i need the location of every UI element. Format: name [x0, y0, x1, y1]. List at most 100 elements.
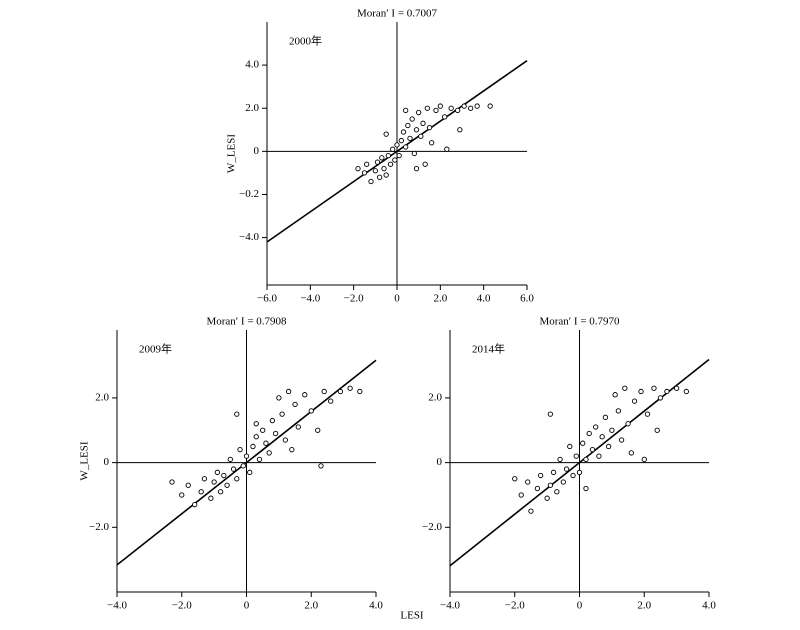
point [240, 463, 246, 469]
point [379, 155, 385, 161]
point [638, 388, 644, 395]
point [625, 421, 631, 427]
x-axis-label: LESI [400, 610, 424, 622]
point [217, 489, 224, 495]
x-tick-label: 6.0 [520, 293, 534, 305]
point [573, 453, 579, 459]
point [413, 127, 420, 133]
y-tick-label: 4.0 [245, 59, 259, 71]
point [272, 430, 279, 437]
point [398, 137, 404, 144]
y-tick-label: −4.0 [239, 231, 259, 243]
point [234, 476, 240, 482]
point [266, 450, 272, 456]
y-tick-label: 0 [437, 456, 443, 468]
x-tick-label: −4.0 [300, 293, 320, 305]
point [580, 440, 586, 446]
point [392, 157, 398, 163]
point [185, 482, 191, 488]
point [433, 107, 439, 114]
x-tick-label: −2.0 [505, 600, 525, 612]
point [512, 476, 518, 482]
x-tick-label: −6.0 [257, 293, 277, 305]
point [654, 427, 660, 433]
x-tick-label: 2.0 [433, 293, 447, 305]
point [474, 103, 480, 109]
point [544, 495, 550, 501]
point [622, 385, 628, 391]
point [315, 427, 321, 433]
point [644, 411, 651, 417]
point [357, 388, 363, 395]
panel: −4.0 −2.0 0 2.0 4.0 2.0 0 −2.0 Moran′ I = 0.7970… [422, 316, 716, 612]
point [247, 469, 253, 475]
point [557, 456, 563, 463]
point [381, 165, 387, 172]
point [457, 127, 463, 133]
panel-label: 2014年 [472, 342, 505, 356]
trend-line [266, 60, 528, 243]
point [628, 450, 634, 456]
point [337, 388, 344, 395]
point [448, 105, 454, 111]
point [374, 159, 381, 165]
point [211, 479, 217, 485]
point [547, 482, 554, 488]
panel-label: 2009年 [139, 342, 172, 356]
x-tick-label: −2.0 [344, 293, 364, 305]
point [253, 434, 259, 440]
panel-title: Moran′ I = 0.7007 [357, 8, 438, 20]
point [256, 456, 263, 463]
point [302, 392, 308, 398]
point [612, 392, 618, 398]
point [518, 492, 524, 498]
point [461, 103, 467, 109]
point [179, 492, 185, 498]
point [411, 150, 417, 157]
point [528, 508, 534, 514]
point [192, 502, 198, 508]
point [589, 447, 596, 453]
x-tick-label: 2.0 [637, 600, 651, 612]
point [602, 414, 609, 420]
point [586, 430, 592, 437]
point [651, 385, 657, 391]
point [377, 174, 383, 180]
panel: −6.0 −4.0 −2.0 0 2.0 4.0 6.0 4.0 2.0 0 −0.2 −4.0 Mor… [226, 8, 535, 305]
point [243, 453, 250, 459]
y-tick-label: −2.0 [89, 521, 109, 533]
point [396, 153, 402, 159]
point [263, 440, 269, 446]
point [269, 417, 276, 424]
point [599, 434, 605, 440]
x-tick-label: 0 [394, 293, 400, 305]
point [416, 109, 422, 116]
y-tick-label: 0 [254, 145, 260, 157]
point [260, 427, 266, 433]
y-tick-label: 0 [104, 456, 110, 468]
point [420, 120, 426, 126]
point [407, 135, 413, 142]
point [468, 105, 474, 111]
point [403, 144, 409, 150]
x-tick-label: −4.0 [107, 600, 127, 612]
panel-title: Moran′ I = 0.7970 [539, 316, 620, 328]
point [250, 443, 256, 450]
point [390, 146, 396, 152]
point [383, 131, 389, 137]
point [657, 395, 664, 401]
point [442, 114, 448, 120]
point [321, 388, 327, 395]
point [683, 388, 689, 395]
point [368, 178, 374, 185]
x-tick-label: 4.0 [369, 600, 383, 612]
point [618, 437, 625, 443]
point [426, 124, 433, 131]
point [285, 388, 292, 395]
point [318, 463, 324, 469]
point [237, 447, 243, 453]
panel-title: Moran′ I = 0.7908 [206, 316, 287, 328]
point [169, 479, 175, 485]
point [583, 485, 589, 492]
